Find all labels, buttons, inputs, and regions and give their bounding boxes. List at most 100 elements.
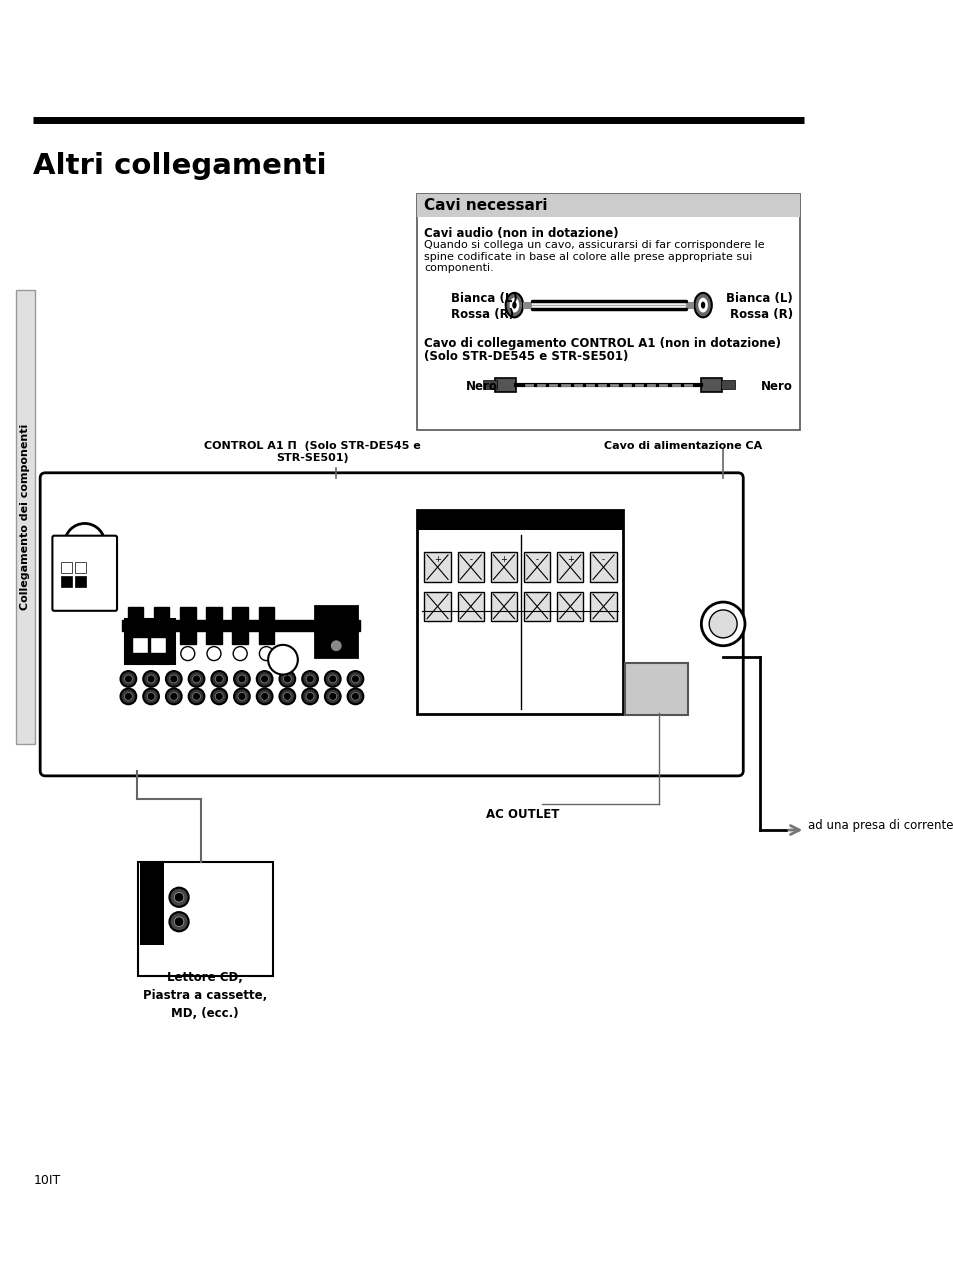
Bar bbox=[417, 511, 622, 713]
Circle shape bbox=[306, 693, 314, 701]
Circle shape bbox=[181, 647, 194, 661]
Bar bbox=[491, 591, 517, 622]
Bar bbox=[590, 553, 616, 582]
Bar bbox=[482, 380, 497, 389]
Bar bbox=[122, 619, 359, 631]
Circle shape bbox=[120, 688, 136, 705]
Circle shape bbox=[193, 693, 200, 701]
Circle shape bbox=[279, 671, 294, 687]
Circle shape bbox=[166, 671, 181, 687]
Ellipse shape bbox=[505, 293, 522, 317]
Circle shape bbox=[215, 675, 223, 683]
Bar bbox=[180, 608, 195, 643]
Ellipse shape bbox=[700, 302, 704, 308]
Text: -: - bbox=[469, 554, 472, 564]
Text: Rossa (R): Rossa (R) bbox=[729, 308, 792, 321]
Circle shape bbox=[65, 524, 105, 563]
Bar bbox=[457, 591, 483, 622]
Bar bbox=[61, 576, 72, 587]
Circle shape bbox=[279, 688, 294, 705]
Bar bbox=[258, 608, 274, 643]
Circle shape bbox=[166, 688, 181, 705]
Bar bbox=[206, 608, 222, 643]
Circle shape bbox=[306, 675, 314, 683]
Ellipse shape bbox=[512, 302, 517, 308]
Circle shape bbox=[260, 693, 269, 701]
Bar bbox=[61, 562, 72, 573]
Bar bbox=[75, 562, 87, 573]
Circle shape bbox=[237, 693, 246, 701]
Text: Nero: Nero bbox=[760, 380, 792, 394]
Circle shape bbox=[256, 688, 273, 705]
Text: +: + bbox=[434, 554, 440, 564]
Circle shape bbox=[325, 671, 340, 687]
Circle shape bbox=[330, 640, 342, 652]
Bar bbox=[700, 377, 721, 391]
Text: -: - bbox=[535, 554, 538, 564]
Bar bbox=[590, 591, 616, 622]
Circle shape bbox=[154, 647, 169, 661]
Circle shape bbox=[233, 671, 250, 687]
Circle shape bbox=[215, 693, 223, 701]
Ellipse shape bbox=[694, 293, 711, 317]
Circle shape bbox=[329, 693, 336, 701]
Bar bbox=[75, 576, 87, 587]
Bar bbox=[417, 511, 622, 530]
Bar bbox=[457, 553, 483, 582]
Text: STR-SE501): STR-SE501) bbox=[276, 452, 349, 462]
Circle shape bbox=[325, 688, 340, 705]
Circle shape bbox=[347, 671, 363, 687]
Bar bbox=[233, 608, 248, 643]
Circle shape bbox=[170, 693, 177, 701]
Circle shape bbox=[347, 688, 363, 705]
Text: Quando si collega un cavo, assicurarsi di far corrispondere le: Quando si collega un cavo, assicurarsi d… bbox=[424, 241, 764, 251]
Bar bbox=[495, 377, 516, 391]
Text: componenti.: componenti. bbox=[424, 264, 494, 273]
Circle shape bbox=[212, 671, 227, 687]
Circle shape bbox=[189, 671, 204, 687]
Bar bbox=[417, 194, 800, 431]
Circle shape bbox=[268, 645, 297, 674]
Text: ad una presa di corrente: ad una presa di corrente bbox=[807, 819, 952, 832]
Circle shape bbox=[124, 675, 132, 683]
Bar bbox=[15, 290, 35, 744]
Circle shape bbox=[170, 888, 189, 907]
Circle shape bbox=[147, 693, 155, 701]
Bar bbox=[491, 553, 517, 582]
Bar bbox=[523, 553, 550, 582]
Circle shape bbox=[233, 688, 250, 705]
Circle shape bbox=[170, 675, 177, 683]
Bar bbox=[139, 862, 164, 945]
Text: 10IT: 10IT bbox=[33, 1175, 60, 1187]
Circle shape bbox=[283, 675, 291, 683]
Circle shape bbox=[129, 647, 142, 661]
Bar bbox=[424, 591, 450, 622]
Circle shape bbox=[212, 688, 227, 705]
Circle shape bbox=[143, 688, 159, 705]
Text: Nero: Nero bbox=[465, 380, 497, 394]
Circle shape bbox=[237, 675, 246, 683]
Circle shape bbox=[259, 647, 274, 661]
Bar bbox=[132, 637, 148, 652]
FancyBboxPatch shape bbox=[125, 619, 174, 664]
Bar bbox=[523, 591, 550, 622]
Text: (Solo STR-DE545 e STR-SE501): (Solo STR-DE545 e STR-SE501) bbox=[424, 349, 628, 363]
Text: +: + bbox=[566, 554, 573, 564]
Text: Rossa (R): Rossa (R) bbox=[450, 308, 514, 321]
Text: Altri collegamenti: Altri collegamenti bbox=[33, 153, 327, 180]
Text: Bianca (L): Bianca (L) bbox=[450, 292, 517, 304]
Bar bbox=[138, 862, 274, 976]
Circle shape bbox=[302, 688, 317, 705]
Circle shape bbox=[143, 671, 159, 687]
Text: AC OUTLET: AC OUTLET bbox=[485, 808, 558, 822]
Ellipse shape bbox=[509, 298, 518, 312]
FancyBboxPatch shape bbox=[52, 535, 117, 610]
Text: Cavo di alimentazione CA: Cavo di alimentazione CA bbox=[604, 441, 761, 451]
Circle shape bbox=[233, 647, 247, 661]
Bar bbox=[557, 553, 583, 582]
Text: +: + bbox=[500, 554, 507, 564]
Circle shape bbox=[700, 603, 744, 646]
Circle shape bbox=[351, 675, 359, 683]
FancyBboxPatch shape bbox=[625, 664, 687, 715]
Circle shape bbox=[193, 675, 200, 683]
